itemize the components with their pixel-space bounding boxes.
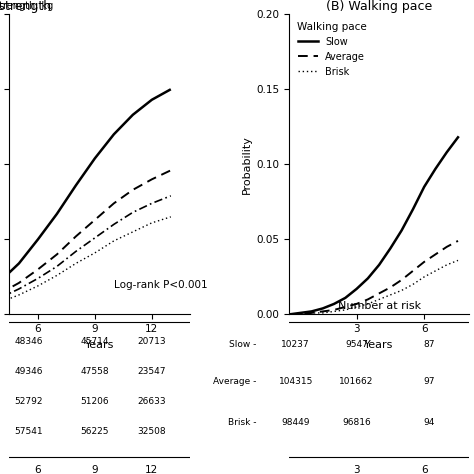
Text: 97: 97	[423, 377, 435, 386]
Text: 9: 9	[91, 465, 98, 474]
X-axis label: Years: Years	[85, 340, 114, 350]
Y-axis label: Probability: Probability	[242, 135, 252, 194]
Text: 32508: 32508	[137, 427, 166, 436]
Text: Handgrip strength, kg: Handgrip strength, kg	[0, 1, 54, 11]
Text: 20713: 20713	[137, 337, 166, 346]
Text: 87: 87	[423, 340, 435, 349]
Text: 96816: 96816	[342, 418, 371, 427]
Text: 49346: 49346	[14, 367, 43, 376]
Text: 98449: 98449	[282, 418, 310, 427]
Text: 56225: 56225	[81, 427, 109, 436]
Text: 10237: 10237	[282, 340, 310, 349]
Text: (A) Grip strength: (A) Grip strength	[0, 0, 52, 13]
Text: Slow -: Slow -	[229, 340, 256, 349]
Text: 48346: 48346	[14, 337, 43, 346]
Text: 6: 6	[421, 465, 428, 474]
Text: 6: 6	[35, 465, 41, 474]
Text: Log-rank P<0.001: Log-rank P<0.001	[114, 281, 208, 291]
Text: 47558: 47558	[81, 367, 109, 376]
X-axis label: Years: Years	[365, 340, 394, 350]
Text: 52792: 52792	[14, 397, 43, 406]
Text: Average -: Average -	[213, 377, 256, 386]
Text: 104315: 104315	[279, 377, 313, 386]
Text: 12: 12	[145, 465, 158, 474]
Text: 51206: 51206	[81, 397, 109, 406]
Text: 57541: 57541	[14, 427, 43, 436]
Text: 9547: 9547	[345, 340, 368, 349]
Title: (B) Walking pace: (B) Walking pace	[326, 0, 432, 13]
Text: 94: 94	[423, 418, 434, 427]
Text: Number at risk: Number at risk	[337, 301, 420, 311]
Legend: Slow, Average, Brisk: Slow, Average, Brisk	[294, 19, 369, 80]
Text: 3: 3	[353, 465, 360, 474]
Text: 23547: 23547	[137, 367, 166, 376]
Text: 101662: 101662	[339, 377, 374, 386]
Text: 45714: 45714	[81, 337, 109, 346]
Text: 26633: 26633	[137, 397, 166, 406]
Text: Brisk -: Brisk -	[228, 418, 256, 427]
